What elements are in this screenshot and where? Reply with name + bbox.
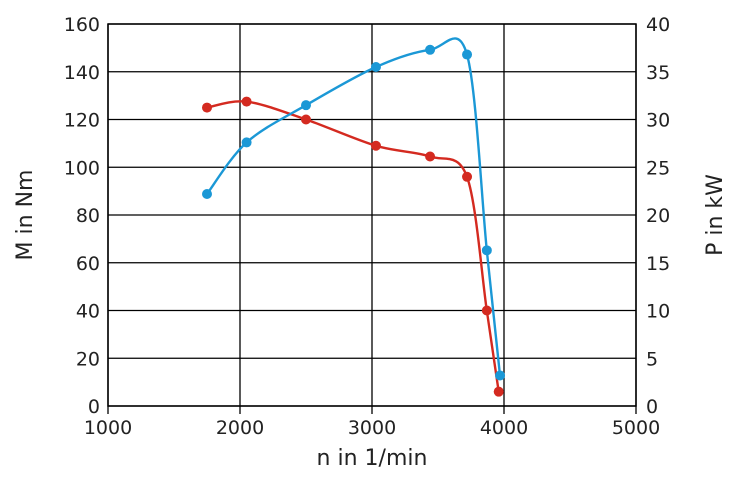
y-tick-label: 120 bbox=[64, 110, 100, 132]
y2-tick-label: 10 bbox=[646, 301, 670, 323]
series-layer bbox=[202, 37, 506, 397]
y-tick-label: 140 bbox=[64, 62, 100, 84]
data-point bbox=[301, 100, 311, 111]
data-point bbox=[493, 386, 504, 397]
y2-tick-label: 35 bbox=[646, 62, 670, 84]
y2-tick-label: 0 bbox=[646, 396, 658, 418]
data-point bbox=[481, 305, 492, 316]
y-tick-label: 80 bbox=[76, 205, 100, 227]
data-point bbox=[202, 188, 212, 199]
y2-tick-label: 20 bbox=[646, 205, 670, 227]
y-tick-label: 0 bbox=[88, 396, 100, 418]
data-point bbox=[241, 96, 252, 107]
data-point bbox=[481, 245, 492, 256]
data-point bbox=[370, 140, 381, 151]
x-axis-label: n in 1/min bbox=[317, 446, 428, 471]
data-point bbox=[202, 102, 212, 113]
data-point bbox=[462, 49, 473, 60]
y2-tick-label: 30 bbox=[646, 110, 670, 132]
y-tick-label: 60 bbox=[76, 253, 100, 275]
y2-tick-label: 5 bbox=[646, 348, 658, 370]
series-2 bbox=[202, 37, 506, 381]
y2-axis-label: P in kW bbox=[703, 174, 728, 256]
y-tick-labels: 0 20 40 60 80 100 120 140 160 bbox=[64, 14, 100, 418]
y-tick-label: 20 bbox=[76, 348, 100, 370]
data-point bbox=[425, 44, 436, 55]
series-line bbox=[206, 37, 502, 376]
data-point bbox=[370, 61, 381, 72]
x-tick-label: 1000 bbox=[84, 417, 132, 439]
data-point bbox=[301, 114, 311, 125]
y2-tick-label: 15 bbox=[646, 253, 670, 275]
y-tick-label: 160 bbox=[64, 14, 100, 36]
x-tick-labels: 1000 2000 3000 4000 5000 bbox=[84, 406, 660, 439]
y2-tick-label: 25 bbox=[646, 157, 670, 179]
data-point bbox=[241, 137, 252, 148]
grid bbox=[107, 23, 637, 407]
y-axis-label: M in Nm bbox=[13, 170, 38, 261]
y2-tick-labels: 0 5 10 15 20 25 30 35 40 bbox=[646, 14, 670, 418]
x-tick-label: 2000 bbox=[216, 417, 264, 439]
x-tick-label: 4000 bbox=[480, 417, 528, 439]
data-point bbox=[462, 171, 473, 182]
y2-tick-label: 40 bbox=[646, 14, 670, 36]
data-point bbox=[495, 370, 506, 381]
x-tick-label: 5000 bbox=[612, 417, 660, 439]
series-1 bbox=[202, 96, 504, 397]
x-tick-label: 3000 bbox=[348, 417, 396, 439]
y-tick-label: 100 bbox=[64, 157, 100, 179]
y-tick-label: 40 bbox=[76, 301, 100, 323]
data-point bbox=[425, 151, 436, 162]
